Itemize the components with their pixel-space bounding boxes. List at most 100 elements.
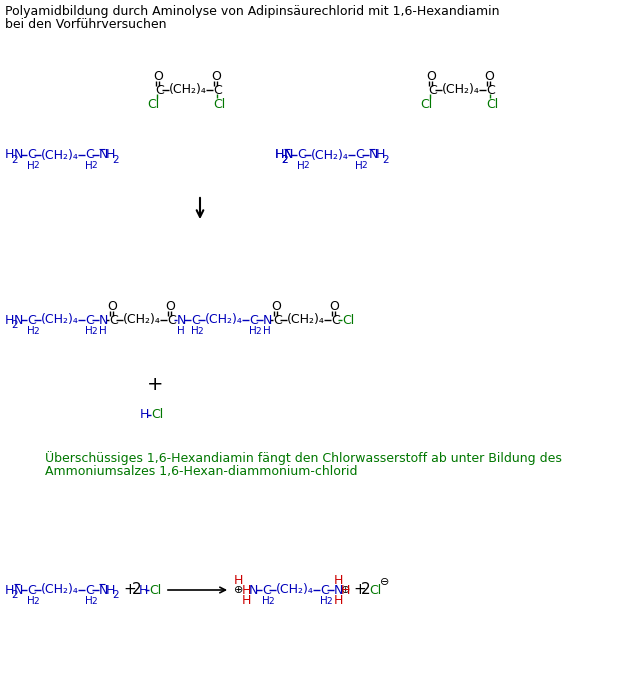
Text: H: H	[5, 148, 14, 161]
Text: +: +	[123, 582, 136, 597]
Text: C: C	[109, 313, 118, 326]
Text: C: C	[273, 313, 282, 326]
Text: 2: 2	[33, 326, 39, 336]
Text: +: +	[147, 375, 163, 394]
Text: H: H	[355, 161, 363, 171]
Text: H: H	[99, 326, 107, 336]
Text: O: O	[165, 300, 175, 313]
Text: C: C	[331, 313, 340, 326]
Text: H: H	[27, 596, 35, 606]
Text: H: H	[5, 584, 14, 597]
Text: 2: 2	[91, 597, 97, 605]
Text: N: N	[284, 148, 293, 161]
Text: C: C	[85, 313, 93, 326]
Text: (CH₂)₄: (CH₂)₄	[41, 313, 79, 326]
Text: 2: 2	[255, 326, 260, 336]
Text: C: C	[27, 148, 36, 161]
Text: H: H	[320, 596, 328, 606]
Text: H: H	[5, 313, 14, 326]
Text: N: N	[249, 584, 259, 597]
Text: (CH₂)₄: (CH₂)₄	[442, 84, 480, 97]
Text: (CH₂)₄: (CH₂)₄	[41, 148, 79, 161]
Text: C: C	[428, 84, 437, 97]
Text: N: N	[99, 584, 108, 597]
Text: (CH₂)₄: (CH₂)₄	[311, 148, 349, 161]
Text: (CH₂)₄: (CH₂)₄	[123, 313, 161, 326]
Text: 2: 2	[382, 155, 389, 165]
Text: ⊕: ⊕	[234, 585, 244, 595]
Text: ⊖: ⊖	[380, 577, 389, 587]
Text: 2: 2	[361, 582, 371, 597]
Text: C: C	[27, 584, 36, 597]
Text: H: H	[275, 148, 284, 161]
Text: C: C	[249, 313, 258, 326]
Text: Cl: Cl	[151, 409, 163, 422]
Text: H: H	[263, 326, 271, 336]
Text: H: H	[85, 161, 93, 171]
Text: O: O	[426, 69, 436, 82]
Text: H: H	[242, 595, 251, 607]
Text: 2: 2	[281, 155, 288, 165]
Text: 2: 2	[11, 320, 17, 330]
Text: H: H	[106, 148, 115, 161]
Text: 2: 2	[132, 582, 141, 597]
Text: (CH₂)₄: (CH₂)₄	[276, 584, 314, 597]
Text: H: H	[27, 161, 35, 171]
Text: H: H	[139, 584, 148, 597]
Text: 2: 2	[112, 155, 118, 165]
Text: C: C	[262, 584, 271, 597]
Text: (CH₂)₄: (CH₂)₄	[169, 84, 207, 97]
Text: C: C	[320, 584, 329, 597]
Text: C: C	[486, 84, 495, 97]
Text: (CH₂)₄: (CH₂)₄	[287, 313, 325, 326]
Text: +: +	[353, 582, 366, 597]
Text: 2: 2	[112, 590, 118, 600]
Text: C: C	[167, 313, 176, 326]
Text: 2: 2	[303, 161, 308, 170]
Text: Cl: Cl	[420, 97, 432, 110]
Text: H: H	[27, 326, 35, 336]
Text: Cl: Cl	[149, 584, 161, 597]
Text: N: N	[99, 313, 108, 326]
Text: N: N	[263, 313, 272, 326]
Text: N: N	[284, 148, 293, 161]
Text: bei den Vorführversuchen: bei den Vorführversuchen	[5, 18, 166, 31]
Text: H: H	[140, 409, 150, 422]
Text: Cl: Cl	[147, 97, 159, 110]
Text: C: C	[85, 148, 93, 161]
Text: H: H	[249, 326, 257, 336]
Text: 2: 2	[11, 155, 17, 165]
Text: C: C	[355, 148, 364, 161]
Text: 2: 2	[268, 597, 273, 605]
Text: Cl: Cl	[213, 97, 225, 110]
Text: 2: 2	[281, 155, 288, 165]
Text: N: N	[369, 148, 378, 161]
Text: Überschüssiges 1,6-Hexandiamin fängt den Chlorwasserstoff ab unter Bildung des: Überschüssiges 1,6-Hexandiamin fängt den…	[45, 451, 562, 465]
Text: H: H	[177, 326, 185, 336]
Text: 2: 2	[197, 326, 202, 336]
Text: H: H	[376, 148, 386, 161]
Text: H: H	[297, 161, 305, 171]
Text: O: O	[329, 300, 339, 313]
Text: 2: 2	[91, 326, 97, 336]
Text: 2: 2	[33, 597, 39, 605]
Text: N: N	[14, 313, 24, 326]
Text: H: H	[233, 573, 243, 586]
Text: 2: 2	[11, 590, 17, 600]
Text: C: C	[191, 313, 200, 326]
Text: C: C	[27, 313, 36, 326]
Text: 2: 2	[33, 161, 39, 170]
Text: N: N	[14, 584, 24, 597]
Text: Cl: Cl	[342, 313, 354, 326]
Text: H: H	[334, 573, 343, 586]
Text: H: H	[242, 584, 251, 597]
Text: O: O	[271, 300, 281, 313]
Text: C: C	[213, 84, 222, 97]
Text: Cl: Cl	[486, 97, 498, 110]
Text: Ammoniumsalzes 1,6-Hexan-diammonium-chlorid: Ammoniumsalzes 1,6-Hexan-diammonium-chlo…	[45, 464, 358, 477]
Text: N: N	[99, 148, 108, 161]
Text: H: H	[275, 148, 284, 161]
Text: (CH₂)₄: (CH₂)₄	[41, 584, 79, 597]
Text: O: O	[211, 69, 221, 82]
Text: N: N	[177, 313, 186, 326]
